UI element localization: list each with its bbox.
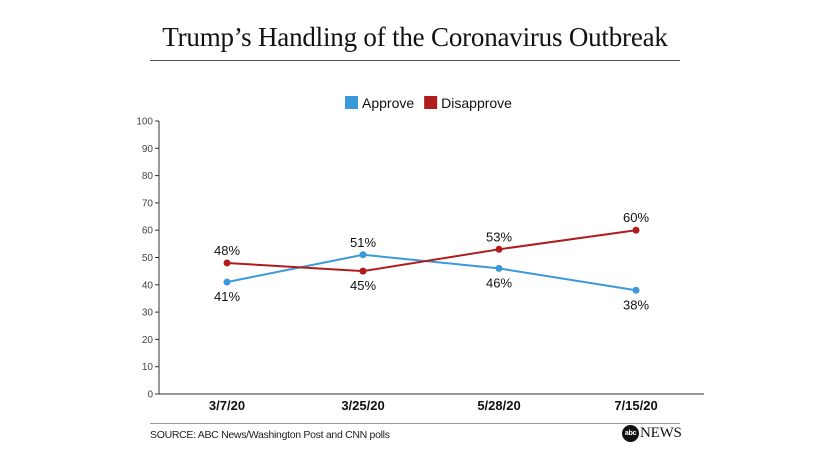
y-tick-label: 90: [142, 144, 154, 155]
y-tick-label: 40: [142, 280, 154, 291]
legend-swatch-approve: [345, 96, 358, 109]
y-tick-label: 60: [142, 226, 154, 237]
data-point-approve: [495, 264, 503, 272]
data-point-disapprove: [632, 226, 640, 234]
data-point-disapprove: [359, 267, 367, 275]
data-point-disapprove: [223, 259, 231, 267]
data-label-disapprove: 48%: [214, 243, 240, 258]
y-tick-label: 30: [142, 308, 154, 319]
x-tick-label: 3/25/20: [341, 398, 384, 413]
chart-axes: [158, 121, 704, 395]
x-tick-label: 7/15/20: [614, 398, 657, 413]
legend-label-disapprove: Disapprove: [441, 95, 512, 111]
data-point-approve: [359, 251, 367, 259]
x-axis-ticks: 3/7/20 3/25/20 5/28/20 7/15/20: [209, 398, 658, 413]
series-points: [223, 226, 640, 294]
y-tick-label: 0: [147, 390, 153, 401]
data-label-disapprove: 53%: [486, 229, 512, 244]
data-point-approve: [223, 278, 231, 286]
x-tick-label: 3/7/20: [209, 398, 245, 413]
data-label-disapprove: 60%: [623, 210, 649, 225]
y-tick-label: 70: [142, 198, 154, 209]
series-lines: [226, 229, 637, 292]
x-tick-label: 5/28/20: [477, 398, 520, 413]
legend-label-approve: Approve: [362, 95, 414, 111]
data-labels: 41% 48% 51% 45% 46% 53% 38% 60%: [214, 210, 649, 312]
legend-swatch-disapprove: [424, 96, 438, 109]
y-tick-label: 50: [142, 253, 154, 264]
news-wordmark: NEWS: [640, 424, 682, 441]
y-tick-label: 80: [142, 171, 154, 182]
abc-news-logo: abc NEWS: [622, 424, 682, 442]
title-divider: [150, 60, 680, 61]
data-point-approve: [632, 286, 640, 294]
data-label-disapprove: 45%: [350, 278, 376, 293]
footer-divider: [150, 423, 680, 424]
source-note: SOURCE: ABC News/Washington Post and CNN…: [150, 429, 390, 441]
data-label-approve: 41%: [214, 289, 240, 304]
data-label-approve: 38%: [623, 297, 649, 312]
chart-title: Trump’s Handling of the Coronavirus Outb…: [162, 22, 668, 52]
data-point-disapprove: [495, 245, 503, 253]
legend: Approve Disapprove: [345, 95, 512, 111]
series-line-approve: [226, 253, 637, 292]
abc-logo-badge: abc: [622, 424, 639, 442]
data-label-approve: 46%: [486, 275, 512, 290]
y-tick-label: 20: [142, 335, 154, 346]
series-line-disapprove: [226, 229, 637, 273]
data-label-approve: 51%: [350, 235, 376, 250]
y-axis-ticks: 0 10 20 30 40 50 60 70 80 90 100: [136, 117, 159, 401]
y-tick-label: 10: [142, 362, 154, 373]
y-tick-label: 100: [136, 117, 153, 128]
